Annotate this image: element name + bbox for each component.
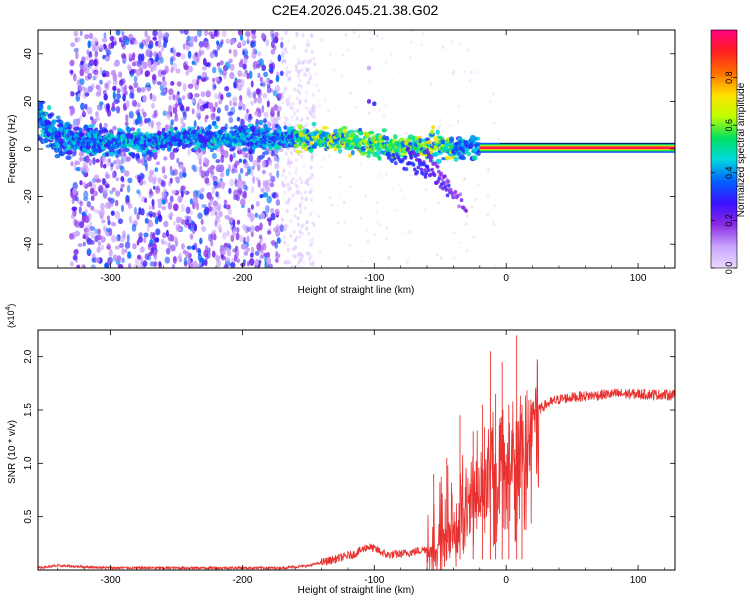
spectrogram-ytick-label: 0 <box>23 146 34 152</box>
spectrogram-heatmap <box>38 30 675 268</box>
colorbar-tick-label: 0.6 <box>724 119 734 132</box>
colorbar-ticks: 0.0 0.2 0.4 0.6 0.8 <box>711 71 737 274</box>
colorbar-tick-label: 0.4 <box>724 167 734 180</box>
spectrogram-ytick-label: -40 <box>23 237 34 252</box>
colorbar-tick-label: 0.0 <box>724 262 734 275</box>
spectrogram-tone <box>479 142 675 153</box>
snr-panel: -300 -200 -100 0 100 0.5 1.0 1.5 2.0 Height of s… <box>5 304 676 596</box>
colorbar-tick-label: 0.2 <box>724 214 734 227</box>
spectrogram-ytick-label: 20 <box>23 95 34 107</box>
spectrogram-xtick-label: 100 <box>630 273 647 284</box>
spectrogram-xtick-label: -300 <box>101 273 121 284</box>
spectrogram-ytick-label: -20 <box>23 189 34 204</box>
colorbar-tick-label: 0.8 <box>724 71 734 84</box>
snr-series <box>38 335 675 570</box>
snr-xtick-label: -300 <box>101 575 121 586</box>
snr-exponent: (x104) <box>5 304 16 328</box>
snr-xlabel: Height of straight line (km) <box>298 585 415 596</box>
spectrogram-noise <box>68 30 500 268</box>
spectrogram-ridge <box>38 65 483 213</box>
colorbar-bar <box>710 29 738 269</box>
snr-ytick-label: 2.0 <box>23 349 34 363</box>
svg-text:(x104): (x104) <box>5 304 16 328</box>
snr-ytick-label: 1.5 <box>23 403 34 417</box>
snr-plot-area <box>38 330 675 570</box>
snr-xtick-label: 0 <box>503 575 509 586</box>
snr-exponent-power: 4 <box>5 306 12 310</box>
spectrogram-ytick-label: 40 <box>23 48 34 60</box>
snr-frame <box>37 329 676 571</box>
snr-xtick-label: -200 <box>232 575 252 586</box>
colorbar-label: Normalized spectral amplitude <box>736 82 747 217</box>
snr-line <box>38 359 675 570</box>
spectrogram-xtick-label: -200 <box>232 273 252 284</box>
snr-ylabel: SNR (10 * v/v) <box>7 420 18 484</box>
colorbar: 0.0 0.2 0.4 0.6 0.8 Normalized spectral ampl… <box>710 29 747 274</box>
snr-xtick-label: -100 <box>364 575 384 586</box>
snr-ytick-label: 1.0 <box>23 456 34 470</box>
spectrogram-ylabel: Frequency (Hz) <box>7 115 18 184</box>
spectrogram-xtick-label: 0 <box>503 273 509 284</box>
snr-exponent-suffix: ) <box>6 304 16 307</box>
spectrogram-xlabel: Height of straight line (km) <box>298 285 415 296</box>
snr-ytick-label: 0.5 <box>23 509 34 523</box>
snr-ticks: -300 -200 -100 0 100 0.5 1.0 1.5 2.0 <box>23 330 675 586</box>
figure-title: C2E4.2026.045.21.38.G02 <box>272 2 439 18</box>
spectrogram-xtick-label: -100 <box>364 273 384 284</box>
snr-exponent-prefix: (x10 <box>6 310 16 328</box>
snr-spikes <box>433 335 523 560</box>
snr-xtick-label: 100 <box>630 575 647 586</box>
